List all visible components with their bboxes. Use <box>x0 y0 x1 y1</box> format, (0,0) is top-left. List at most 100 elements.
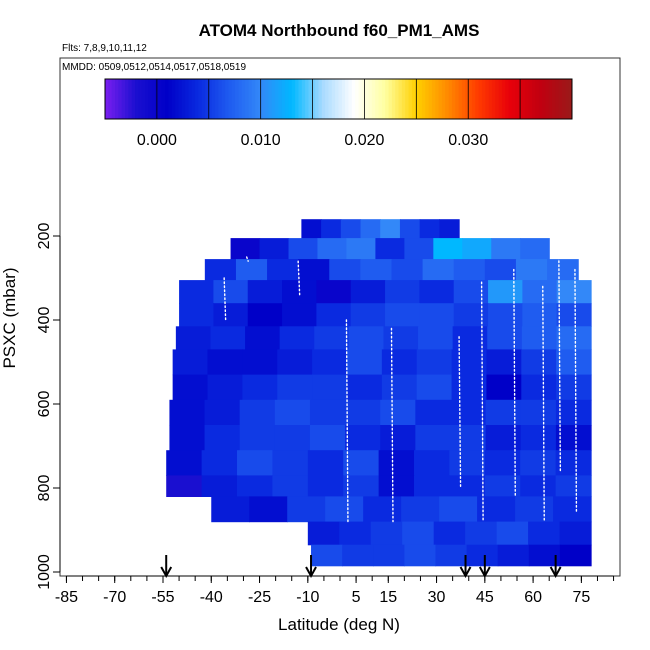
colorbar-segment <box>388 79 393 119</box>
flights-label: Flts: 7,8,9,10,11,12 <box>62 43 147 54</box>
colorbar-segment <box>238 79 243 119</box>
colorbar-segment <box>395 79 400 119</box>
colorbar-segment <box>198 79 203 119</box>
heatmap-cell <box>307 521 340 546</box>
colorbar-segment <box>345 79 350 119</box>
heatmap-cell <box>435 544 468 567</box>
colorbar-segment <box>508 79 513 119</box>
heatmap-cell <box>307 475 344 497</box>
flight-track <box>458 336 462 489</box>
heatmap-cell <box>381 349 418 376</box>
colorbar-segment <box>361 79 366 119</box>
heatmap-cell <box>307 450 344 476</box>
flight-track <box>223 277 227 321</box>
heatmap-cell <box>404 238 434 260</box>
colorbar-segment <box>538 79 543 119</box>
x-tick-label: 60 <box>524 589 542 606</box>
heatmap-cell <box>375 238 405 260</box>
heatmap-cell <box>419 219 440 239</box>
colorbar-segment <box>505 79 510 119</box>
heatmap-cell <box>416 349 453 376</box>
colorbar-segment <box>418 79 423 119</box>
colorbar-segment <box>298 79 303 119</box>
heatmap-cell <box>496 521 529 546</box>
heatmap-cell <box>277 374 313 401</box>
colorbar-segment <box>255 79 259 119</box>
flight-track <box>574 268 578 514</box>
heatmap-cell <box>485 425 522 451</box>
colorbar-segment <box>321 79 326 119</box>
colorbar-segment <box>221 79 226 119</box>
colorbar-segment <box>201 79 206 119</box>
flight-markers <box>160 555 562 579</box>
heatmap-cell <box>345 399 381 426</box>
colorbar-segment <box>178 79 183 119</box>
colorbar-segment <box>385 79 390 119</box>
heatmap-cell <box>433 238 463 260</box>
colorbar-segment <box>285 79 289 119</box>
colorbar-segment <box>111 79 116 119</box>
colorbar-segment <box>371 79 376 119</box>
colorbar-segment <box>465 79 470 119</box>
flight-track <box>245 256 249 262</box>
heatmap-cell <box>553 496 592 523</box>
heatmap-cell <box>555 399 592 426</box>
heatmap-cell <box>380 425 416 451</box>
heatmap-cell <box>466 544 499 567</box>
heatmap-cell <box>288 238 319 260</box>
colorbar-segment <box>315 79 319 119</box>
heatmap-cell <box>378 475 415 497</box>
colorbar-segment <box>481 79 486 119</box>
heatmap-cell <box>239 399 276 426</box>
heatmap-cell <box>325 496 364 523</box>
heatmap-cell <box>204 399 241 426</box>
colorbar-tick-label: 0.000 <box>137 132 177 149</box>
heatmap-cell <box>175 326 212 350</box>
colorbar-segment <box>408 79 413 119</box>
colorbar-segment <box>248 79 253 119</box>
colorbar-segment <box>391 79 396 119</box>
colorbar-segment <box>365 79 370 119</box>
heatmap-cell <box>316 280 352 304</box>
heatmap-cell <box>451 374 488 401</box>
colorbar-segment <box>368 79 373 119</box>
y-axis-label: PSXC (mbar) <box>0 267 19 368</box>
heatmap-area <box>166 219 592 567</box>
heatmap-cell <box>166 450 203 476</box>
heatmap-cell <box>555 475 592 497</box>
heatmap-cell <box>211 496 250 523</box>
colorbar-segment <box>328 79 333 119</box>
x-tick-label: 45 <box>476 589 494 606</box>
colorbar-segment <box>181 79 186 119</box>
colorbar-segment <box>171 79 176 119</box>
colorbar-segment <box>515 79 520 119</box>
heatmap-cell <box>559 521 592 546</box>
colorbar-segment <box>261 79 266 119</box>
heatmap-cell <box>555 450 592 476</box>
heatmap-cell <box>282 303 317 327</box>
colorbar-segment <box>375 79 380 119</box>
colorbar-tick-label: 0.030 <box>448 132 488 149</box>
heatmap-cell <box>487 326 523 350</box>
heatmap-cell <box>210 326 246 350</box>
heatmap-cell <box>348 326 385 350</box>
y-axis: 200 400 600 800 1000 <box>36 223 61 590</box>
heatmap-cell <box>484 475 521 497</box>
heatmap-cell <box>340 219 362 239</box>
colorbar-segment <box>555 79 560 119</box>
heatmap-cell <box>439 496 478 523</box>
colorbar-segment <box>405 79 410 119</box>
colorbar-segment <box>251 79 256 119</box>
heatmap-cell <box>385 303 420 327</box>
heatmap-cell <box>402 521 435 546</box>
colorbar-segment <box>158 79 163 119</box>
x-axis-label: Latitude (deg N) <box>278 615 400 634</box>
heatmap-cell <box>363 496 402 523</box>
heatmap-cell <box>329 259 361 281</box>
heatmap-cell <box>520 425 557 451</box>
heatmap-cell <box>450 399 487 426</box>
heatmap-cell <box>450 425 487 451</box>
heatmap-cell <box>520 238 550 260</box>
colorbar-segment <box>138 79 143 119</box>
